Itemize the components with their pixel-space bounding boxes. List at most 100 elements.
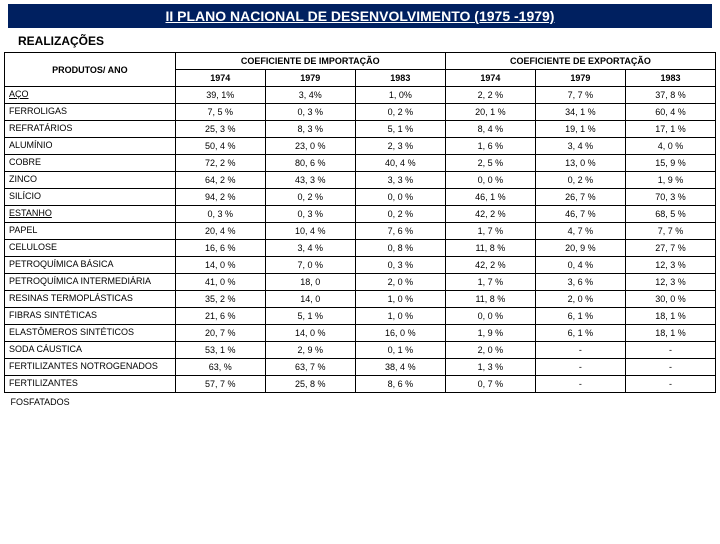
cell-value: 63, % xyxy=(175,359,265,376)
table-row: ZINCO64, 2 %43, 3 %3, 3 %0, 0 %0, 2 %1, … xyxy=(5,172,716,189)
cell-value: 12, 3 % xyxy=(625,257,715,274)
cell-value: 6, 1 % xyxy=(535,308,625,325)
cell-value: 3, 4% xyxy=(265,87,355,104)
cell-value: 70, 3 % xyxy=(625,189,715,206)
table-row: REFRATÁRIOS25, 3 %8, 3 %5, 1 %8, 4 %19, … xyxy=(5,121,716,138)
table-row: SILÍCIO94, 2 %0, 2 %0, 0 %46, 1 %26, 7 %… xyxy=(5,189,716,206)
cell-value: - xyxy=(625,342,715,359)
table-row: FERTILIZANTES57, 7 %25, 8 %8, 6 %0, 7 %-… xyxy=(5,376,716,393)
cell-value: 60, 4 % xyxy=(625,104,715,121)
cell-value: 0, 3 % xyxy=(175,206,265,223)
header-export: COEFICIENTE DE EXPORTAÇÃO xyxy=(445,53,715,70)
cell-value: 12, 3 % xyxy=(625,274,715,291)
page-subtitle: REALIZAÇÕES xyxy=(0,30,720,52)
cell-value: 64, 2 % xyxy=(175,172,265,189)
cell-value: 14, 0 xyxy=(265,291,355,308)
product-label: ESTANHO xyxy=(5,206,176,223)
cell-value: 3, 3 % xyxy=(355,172,445,189)
cell-value: 18, 1 % xyxy=(625,325,715,342)
cell-value: 2, 2 % xyxy=(445,87,535,104)
cell-value: 20, 9 % xyxy=(535,240,625,257)
product-label: FIBRAS SINTÉTICAS xyxy=(5,308,176,325)
table-row: FERTILIZANTES NOTROGENADOS63, %63, 7 %38… xyxy=(5,359,716,376)
cell-value: 4, 7 % xyxy=(535,223,625,240)
table-row: PAPEL20, 4 %10, 4 %7, 6 %1, 7 %4, 7 %7, … xyxy=(5,223,716,240)
cell-value: 40, 4 % xyxy=(355,155,445,172)
cell-value: 37, 8 % xyxy=(625,87,715,104)
table-row: AÇO39, 1%3, 4%1, 0%2, 2 %7, 7 %37, 8 % xyxy=(5,87,716,104)
cell-value: 2, 5 % xyxy=(445,155,535,172)
cell-value: 18, 1 % xyxy=(625,308,715,325)
footer-row: FOSFATADOS xyxy=(5,393,716,408)
cell-value: 80, 6 % xyxy=(265,155,355,172)
cell-value: 1, 9 % xyxy=(445,325,535,342)
cell-value: 4, 0 % xyxy=(625,138,715,155)
cell-value: 8, 4 % xyxy=(445,121,535,138)
cell-value: 1, 6 % xyxy=(445,138,535,155)
cell-value: 2, 9 % xyxy=(265,342,355,359)
cell-value: 14, 0 % xyxy=(265,325,355,342)
header-year: 1979 xyxy=(265,70,355,87)
data-table: PRODUTOS/ ANO COEFICIENTE DE IMPORTAÇÃO … xyxy=(4,52,716,407)
table-row: ALUMÍNIO50, 4 %23, 0 %2, 3 %1, 6 %3, 4 %… xyxy=(5,138,716,155)
product-label: SODA CÁUSTICA xyxy=(5,342,176,359)
footer-label: FOSFATADOS xyxy=(5,393,716,408)
cell-value: 10, 4 % xyxy=(265,223,355,240)
cell-value: 0, 2 % xyxy=(355,104,445,121)
cell-value: 14, 0 % xyxy=(175,257,265,274)
cell-value: - xyxy=(535,376,625,393)
product-label: PETROQUÍMICA BÁSICA xyxy=(5,257,176,274)
cell-value: 72, 2 % xyxy=(175,155,265,172)
cell-value: 0, 3 % xyxy=(265,104,355,121)
cell-value: 46, 7 % xyxy=(535,206,625,223)
header-year: 1983 xyxy=(625,70,715,87)
cell-value: 7, 6 % xyxy=(355,223,445,240)
cell-value: 11, 8 % xyxy=(445,240,535,257)
cell-value: 30, 0 % xyxy=(625,291,715,308)
cell-value: 0, 2 % xyxy=(355,206,445,223)
cell-value: 3, 4 % xyxy=(535,138,625,155)
table-row: ESTANHO0, 3 %0, 3 %0, 2 %42, 2 %46, 7 %6… xyxy=(5,206,716,223)
cell-value: 41, 0 % xyxy=(175,274,265,291)
cell-value: 39, 1% xyxy=(175,87,265,104)
header-year: 1979 xyxy=(535,70,625,87)
cell-value: 19, 1 % xyxy=(535,121,625,138)
table-row: ELASTÔMEROS SINTÉTICOS20, 7 %14, 0 %16, … xyxy=(5,325,716,342)
cell-value: 0, 1 % xyxy=(355,342,445,359)
cell-value: 7, 7 % xyxy=(625,223,715,240)
cell-value: 8, 3 % xyxy=(265,121,355,138)
cell-value: 17, 1 % xyxy=(625,121,715,138)
product-label: PAPEL xyxy=(5,223,176,240)
cell-value: 35, 2 % xyxy=(175,291,265,308)
page-title: II PLANO NACIONAL DE DESENVOLVIMENTO (19… xyxy=(8,4,712,28)
cell-value: 57, 7 % xyxy=(175,376,265,393)
cell-value: 0, 0 % xyxy=(445,172,535,189)
product-label: FERROLIGAS xyxy=(5,104,176,121)
table-row: CELULOSE16, 6 %3, 4 %0, 8 %11, 8 %20, 9 … xyxy=(5,240,716,257)
cell-value: - xyxy=(535,359,625,376)
cell-value: 0, 2 % xyxy=(265,189,355,206)
table-row: PETROQUÍMICA BÁSICA14, 0 %7, 0 %0, 3 %42… xyxy=(5,257,716,274)
cell-value: 5, 1 % xyxy=(355,121,445,138)
cell-value: 20, 4 % xyxy=(175,223,265,240)
cell-value: 0, 3 % xyxy=(355,257,445,274)
cell-value: 34, 1 % xyxy=(535,104,625,121)
product-label: ELASTÔMEROS SINTÉTICOS xyxy=(5,325,176,342)
cell-value: 0, 0 % xyxy=(355,189,445,206)
cell-value: 20, 1 % xyxy=(445,104,535,121)
product-label: ALUMÍNIO xyxy=(5,138,176,155)
cell-value: 20, 7 % xyxy=(175,325,265,342)
cell-value: 53, 1 % xyxy=(175,342,265,359)
cell-value: 43, 3 % xyxy=(265,172,355,189)
cell-value: 0, 3 % xyxy=(265,206,355,223)
table-row: RESINAS TERMOPLÁSTICAS35, 2 %14, 01, 0 %… xyxy=(5,291,716,308)
cell-value: 68, 5 % xyxy=(625,206,715,223)
table-row: PETROQUÍMICA INTERMEDIÁRIA41, 0 %18, 02,… xyxy=(5,274,716,291)
header-year: 1983 xyxy=(355,70,445,87)
cell-value: 0, 8 % xyxy=(355,240,445,257)
cell-value: 2, 0 % xyxy=(535,291,625,308)
product-label: REFRATÁRIOS xyxy=(5,121,176,138)
product-label: FERTILIZANTES NOTROGENADOS xyxy=(5,359,176,376)
product-label: SILÍCIO xyxy=(5,189,176,206)
cell-value: 50, 4 % xyxy=(175,138,265,155)
